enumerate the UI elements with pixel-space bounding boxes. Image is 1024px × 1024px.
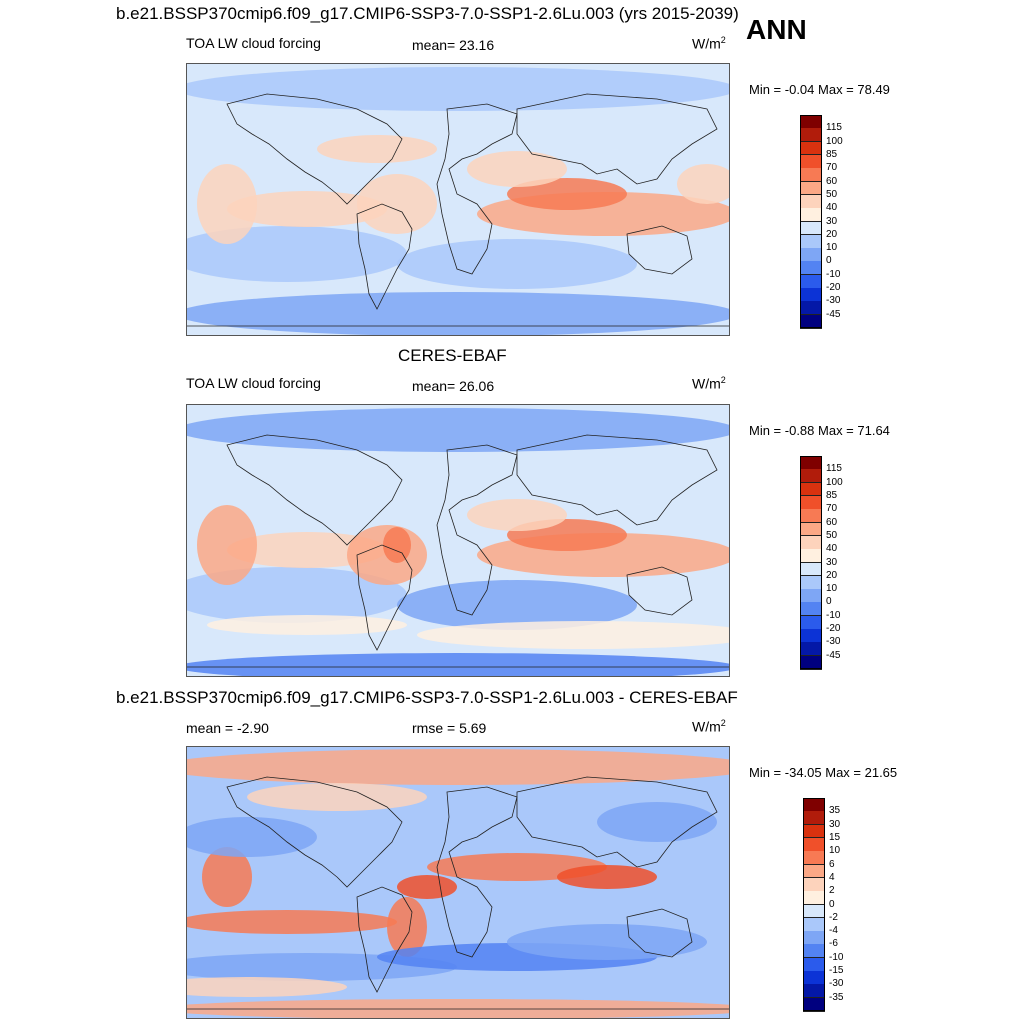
colorbar-tick-label: 10 [829,845,841,857]
colorbar-tick-label: -10 [829,951,844,963]
colorbar-tick-label: 60 [826,516,838,528]
colorbar-tick-label: -30 [829,978,844,990]
obs-colorbar: 115 100 85 70 60 50 40 30 20 10 0 -10 -20 -30 -45 [800,456,860,670]
map-field-svg [187,747,729,1018]
colorbar-tick-label: -45 [826,308,841,320]
obs-variable-label: TOA LW cloud forcing [186,375,321,391]
colorbar-tick-label: -30 [826,636,841,648]
colorbar-tick-label: 0 [826,596,832,608]
colorbar-tick-label: 10 [826,242,838,254]
diff-colorbar: 35 30 15 10 6 4 2 0 -2 -4 -6 -10 -15 -30 -35 [803,798,863,1012]
model-minmax-label: Min = -0.04 Max = 78.49 [749,82,890,97]
colorbar-tick-label: 20 [826,569,838,581]
colorbar-tick-label: 40 [826,543,838,555]
colorbar-tick-label: -2 [829,911,838,923]
colorbar-tick-label: 15 [829,831,841,843]
obs-mean-label: mean= 26.06 [412,378,495,394]
obs-title: CERES-EBAF [398,346,507,365]
colorbar-tick-label: 50 [826,529,838,541]
diff-mean-label: mean = -2.90 [186,720,269,736]
colorbar-tick-label: 85 [826,148,838,160]
colorbar-tick-label: 115 [826,463,842,475]
colorbar-tick-label: 85 [826,489,838,501]
obs-map [186,404,730,677]
colorbar-tick-label: 100 [826,135,843,147]
model-map [186,63,730,336]
colorbar-tick-label: 30 [829,818,841,830]
colorbar-frame [803,798,825,1011]
colorbar-tick-label: -35 [829,991,844,1003]
colorbar-tick-label: 50 [826,188,838,200]
colorbar-tick-label: -15 [829,965,844,977]
diff-rmse-label: rmse = 5.69 [412,720,487,736]
diff-units-label: W/m2 [692,718,726,735]
colorbar-tick-label: -20 [826,282,841,294]
colorbar-tick-label: 20 [826,228,838,240]
colorbar-tick-label: 30 [826,556,838,568]
colorbar-swatch [800,655,822,670]
colorbar-tick-label: 60 [826,175,838,187]
season-label: ANN [746,14,807,45]
diff-map [186,746,730,1019]
colorbar-tick-label: -6 [829,938,838,950]
colorbar-tick-label: -30 [826,295,841,307]
colorbar-swatch [803,997,825,1012]
obs-minmax-label: Min = -0.88 Max = 71.64 [749,423,890,438]
colorbar-tick-label: 30 [826,215,838,227]
colorbar-tick-label: 70 [826,503,838,515]
map-field-svg [187,405,729,676]
colorbar-tick-label: 0 [826,255,832,267]
colorbar-tick-label: 4 [829,871,835,883]
model-units-label: W/m2 [692,35,726,52]
colorbar-tick-label: -45 [826,649,841,661]
obs-units-label: W/m2 [692,375,726,392]
colorbar-frame [800,115,822,328]
colorbar-tick-label: -20 [826,623,841,635]
diff-title: b.e21.BSSP370cmip6.f09_g17.CMIP6-SSP3-7.… [116,688,738,707]
model-mean-label: mean= 23.16 [412,37,495,53]
diff-minmax-label: Min = -34.05 Max = 21.65 [749,765,898,780]
colorbar-tick-label: 6 [829,858,835,870]
map-field-svg [187,64,729,335]
model-title: b.e21.BSSP370cmip6.f09_g17.CMIP6-SSP3-7.… [116,4,739,23]
colorbar-tick-label: -10 [826,268,841,280]
colorbar-tick-label: 115 [826,122,842,134]
colorbar-tick-label: 10 [826,583,838,595]
model-colorbar: 115 100 85 70 60 50 40 30 20 10 0 -10 -20 -30 -45 [800,115,860,329]
colorbar-tick-label: -4 [829,925,838,937]
colorbar-tick-label: 70 [826,162,838,174]
colorbar-tick-label: 0 [829,898,835,910]
colorbar-frame [800,456,822,669]
colorbar-tick-label: 35 [829,805,841,817]
colorbar-tick-label: -10 [826,609,841,621]
model-variable-label: TOA LW cloud forcing [186,35,321,51]
colorbar-tick-label: 2 [829,885,835,897]
colorbar-tick-label: 100 [826,476,843,488]
colorbar-swatch [800,314,822,329]
colorbar-tick-label: 40 [826,202,838,214]
